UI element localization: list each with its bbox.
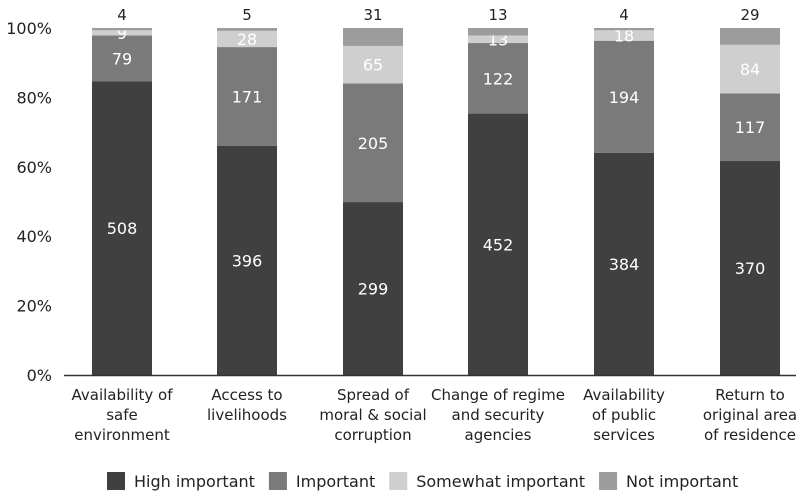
legend-swatch	[268, 472, 287, 490]
bar-segment-somewhat-important	[92, 30, 152, 36]
x-category-label: Availability	[583, 386, 665, 404]
bars: 5087994396171285299205653145212213133841…	[92, 6, 780, 376]
bar-segment-somewhat-important	[720, 44, 780, 94]
y-tick-label: 0%	[27, 366, 52, 385]
x-category-label: environment	[74, 426, 170, 444]
legend-label: Somewhat important	[416, 472, 585, 491]
bar-segment-high-important	[92, 81, 152, 375]
bar-segment-not-important	[92, 28, 152, 31]
bar-value-label: 84	[740, 60, 760, 79]
bar-value-label: 194	[609, 88, 640, 107]
bar-segment-important	[594, 40, 654, 153]
x-axis: Availability of safe environment Access to l…	[64, 374, 797, 444]
bar-value-label: 384	[609, 255, 640, 274]
x-category-label: of public	[592, 406, 656, 424]
bar-segment-not-important	[217, 28, 277, 31]
bar-segment-important	[343, 83, 403, 203]
x-category-label: Change of regime	[431, 386, 565, 404]
bar-segment-important	[468, 43, 528, 114]
bar-value-label: 205	[358, 134, 389, 153]
bar-segment-important	[720, 93, 780, 162]
bar-value-label: 171	[232, 88, 263, 107]
bar-segment-somewhat-important	[343, 45, 403, 84]
y-tick-label: 80%	[16, 88, 52, 107]
x-category-label: and security	[452, 406, 545, 424]
bar-segment-high-important	[720, 161, 780, 375]
bar-value-label: 299	[358, 280, 389, 299]
bar-value-label: 13	[488, 6, 507, 24]
x-category-label: corruption	[334, 426, 411, 444]
x-category-label: Access to	[211, 386, 282, 404]
bar-segment-important	[217, 47, 277, 146]
bar-value-label: 28	[237, 30, 257, 49]
bar-segment-important	[92, 35, 152, 82]
bar-segment-not-important	[343, 28, 403, 46]
bar-value-label: 4	[619, 6, 629, 24]
x-category-label: moral & social	[319, 406, 426, 424]
bar-segment-not-important	[468, 28, 528, 36]
bar-segment-high-important	[468, 113, 528, 376]
legend-label: Important	[296, 472, 375, 491]
x-category-label: livelihoods	[207, 406, 287, 424]
legend-label: Not important	[626, 472, 738, 491]
bar-value-label: 31	[363, 6, 382, 24]
x-category-label: services	[593, 426, 655, 444]
bar-value-label: 4	[117, 6, 127, 24]
bar-segment-not-important	[594, 28, 654, 31]
bar-segment-high-important	[217, 145, 277, 375]
bar-value-label: 117	[735, 118, 766, 137]
y-axis: 0% 20% 40% 60% 80% 100%	[6, 19, 52, 385]
legend-swatch	[107, 472, 125, 490]
bar-value-label: 9	[117, 24, 127, 43]
x-category-label: Spread of	[337, 386, 410, 404]
bar-segment-somewhat-important	[217, 30, 277, 48]
legend-label: High important	[134, 472, 255, 491]
x-category-label: Return to	[715, 386, 785, 404]
y-tick-label: 20%	[16, 297, 52, 316]
bar-value-label: 79	[112, 49, 132, 68]
x-category-label: agencies	[465, 426, 532, 444]
y-tick-label: 60%	[16, 158, 52, 177]
x-category-label: original area	[703, 406, 797, 424]
bar-value-label: 370	[735, 259, 766, 278]
bar-segment-high-important	[594, 152, 654, 375]
bar-value-label: 508	[107, 219, 138, 238]
y-tick-label: 100%	[6, 19, 52, 38]
bar-segment-somewhat-important	[594, 30, 654, 41]
y-tick-label: 40%	[16, 227, 52, 246]
bar-segment-not-important	[720, 28, 780, 45]
bar-value-label: 18	[614, 27, 634, 46]
x-category-label: safe	[106, 406, 138, 424]
legend-swatch	[599, 472, 618, 490]
legend: High important Important Somewhat importan…	[107, 472, 738, 491]
legend-swatch	[389, 472, 408, 490]
bar-value-label: 5	[242, 6, 252, 24]
bar-value-label: 65	[363, 56, 383, 75]
bar-value-label: 122	[483, 69, 514, 88]
bar-value-label: 29	[740, 6, 759, 24]
x-category-label: Availability of	[72, 386, 174, 404]
x-category-label: of residence	[704, 426, 796, 444]
bar-value-label: 452	[483, 235, 514, 254]
bar-value-label: 396	[232, 251, 263, 270]
bar-segment-somewhat-important	[468, 35, 528, 44]
bar-segment-high-important	[343, 202, 403, 375]
